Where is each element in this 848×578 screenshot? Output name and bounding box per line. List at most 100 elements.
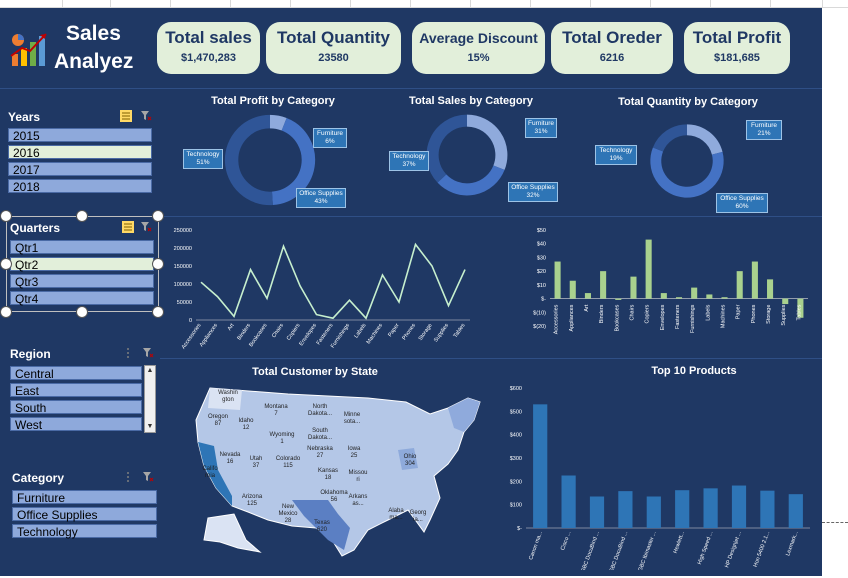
slicer-quarters-item[interactable]: Qtr3 — [10, 274, 154, 289]
donut-sales-chart[interactable] — [424, 112, 510, 198]
clear-filter-icon[interactable] — [142, 471, 154, 483]
profit-bar[interactable] — [569, 280, 576, 299]
scroll-down-icon[interactable]: ▼ — [146, 423, 154, 430]
x-tick-label: Appliances — [569, 304, 575, 331]
profit-bar[interactable] — [630, 276, 637, 299]
y-tick-label: $10 — [537, 283, 546, 289]
profit-bar[interactable] — [584, 293, 591, 299]
profit-bar[interactable] — [691, 287, 698, 299]
callout-pct: 19% — [609, 155, 623, 162]
profit-by-subcategory-bar-chart[interactable]: $50 $40 $30 $20 $10 $- $(10) $(20) Accessories Ap… — [524, 222, 814, 356]
callout-quantity-technology: Technology 19% — [595, 145, 637, 165]
donut-slice[interactable] — [686, 124, 723, 155]
callout-name: Office Supplies — [720, 195, 764, 202]
slicer-quarters-item[interactable]: Qtr1 — [10, 240, 154, 255]
resize-handle[interactable] — [76, 306, 88, 318]
y-tick-label: 0 — [189, 318, 192, 324]
slicer-quarters-item-selected[interactable]: Qtr2 — [10, 257, 154, 272]
x-tick-label: Storage — [766, 305, 772, 324]
profit-bar[interactable] — [736, 271, 743, 299]
callout-sales-technology: Technology 37% — [389, 151, 429, 171]
resize-handle[interactable] — [0, 210, 12, 222]
clear-filter-icon[interactable] — [140, 221, 152, 233]
product-bar[interactable] — [646, 496, 661, 529]
slicer-category-item[interactable]: Technology — [12, 524, 157, 539]
profit-bar[interactable] — [675, 297, 683, 299]
product-bar[interactable] — [533, 404, 548, 528]
slicer-category-item[interactable]: Office Supplies — [12, 507, 157, 522]
profit-bar[interactable] — [660, 293, 667, 299]
multi-select-icon[interactable] — [122, 221, 134, 233]
resize-handle[interactable] — [76, 210, 88, 222]
product-bar[interactable] — [589, 496, 605, 529]
slicer-quarters-item[interactable]: Qtr4 — [10, 291, 154, 306]
profit-bar[interactable] — [600, 271, 607, 299]
sales-line-series[interactable] — [200, 242, 466, 320]
product-bar[interactable] — [618, 491, 633, 528]
scroll-up-icon[interactable]: ▲ — [146, 367, 154, 374]
profit-bar[interactable] — [706, 294, 713, 299]
callout-quantity-furniture: Furniture 21% — [746, 120, 782, 140]
product-bar[interactable] — [703, 488, 718, 528]
slicer-region-item[interactable]: South — [10, 400, 142, 415]
slicer-years-item[interactable]: 2015 — [8, 128, 152, 143]
slicer-category-item[interactable]: Furniture — [12, 490, 157, 505]
resize-handle[interactable] — [152, 210, 164, 222]
profit-bar[interactable] — [751, 261, 758, 299]
profit-bar[interactable] — [554, 261, 561, 299]
product-bar[interactable] — [675, 490, 690, 528]
donut-slice[interactable] — [650, 147, 724, 198]
resize-handle[interactable] — [152, 258, 164, 270]
profit-bar[interactable] — [615, 298, 622, 300]
donut-quantity-chart[interactable] — [648, 122, 726, 200]
kpi-label: Total Profit — [692, 28, 782, 47]
donut-quantity-title: Total Quantity by Category — [618, 96, 758, 108]
clear-filter-icon[interactable] — [142, 347, 154, 359]
slicer-years-item[interactable]: 2017 — [8, 162, 152, 177]
donut-slice[interactable] — [466, 114, 508, 170]
product-bar[interactable] — [788, 494, 803, 528]
product-bar[interactable] — [760, 490, 775, 528]
donut-slice[interactable] — [426, 114, 468, 183]
y-tick-label: 100000 — [174, 282, 192, 288]
state-label: Washin gton — [218, 390, 238, 403]
resize-handle[interactable] — [0, 258, 12, 270]
donut-slice[interactable] — [224, 114, 273, 206]
donut-profit-chart[interactable] — [222, 112, 318, 208]
profit-bar[interactable] — [767, 279, 774, 299]
profit-bar[interactable] — [782, 298, 789, 305]
multi-select-icon[interactable] — [122, 347, 134, 359]
state-label: South Dakota... — [308, 428, 332, 441]
x-tick-label: Art — [227, 322, 236, 332]
profit-bar[interactable] — [797, 298, 804, 318]
profit-bar[interactable] — [721, 297, 728, 299]
resize-handle[interactable] — [0, 306, 12, 318]
slicer-region-item[interactable]: West — [10, 417, 142, 432]
donut-slice[interactable] — [652, 124, 688, 152]
donut-slice[interactable] — [269, 114, 287, 131]
x-tick-label: Machines — [721, 304, 727, 328]
resize-handle[interactable] — [152, 306, 164, 318]
top-products-bar-chart[interactable]: $600 $500 $400 $300 $200 $100 $- Canon ma... Cis… — [500, 380, 816, 570]
callout-profit-technology: Technology 51% — [183, 149, 223, 169]
product-bar[interactable] — [731, 485, 747, 528]
donut-slice[interactable] — [437, 165, 505, 196]
slicer-years-item-selected[interactable]: 2016 — [8, 145, 152, 160]
slicer-region-item[interactable]: Central — [10, 366, 142, 381]
slicer-region-item[interactable]: East — [10, 383, 142, 398]
divider — [0, 88, 822, 89]
slicer-years-item[interactable]: 2018 — [8, 179, 152, 194]
multi-select-icon[interactable] — [120, 110, 132, 122]
clear-filter-icon[interactable] — [140, 110, 152, 122]
donut-slice[interactable] — [271, 118, 316, 206]
kpi-value: $1,470,283 — [180, 52, 237, 64]
kpi-total-sales: Total sales $1,470,283 — [157, 22, 260, 74]
y-tick-label: $500 — [510, 409, 522, 415]
region-scrollbar[interactable]: ▲ ▼ — [144, 365, 156, 433]
profit-bar[interactable] — [645, 239, 652, 299]
product-bar[interactable] — [561, 475, 576, 529]
title-line-1: Sales — [66, 22, 121, 45]
us-customer-map[interactable]: Washin gton Oregon 87 Idaho 12 Montana 7 North Da… — [168, 380, 498, 570]
sales-by-subcategory-line-chart[interactable]: 250000200000150000100000500000Accessorie… — [160, 218, 478, 356]
multi-select-icon[interactable] — [122, 471, 134, 483]
